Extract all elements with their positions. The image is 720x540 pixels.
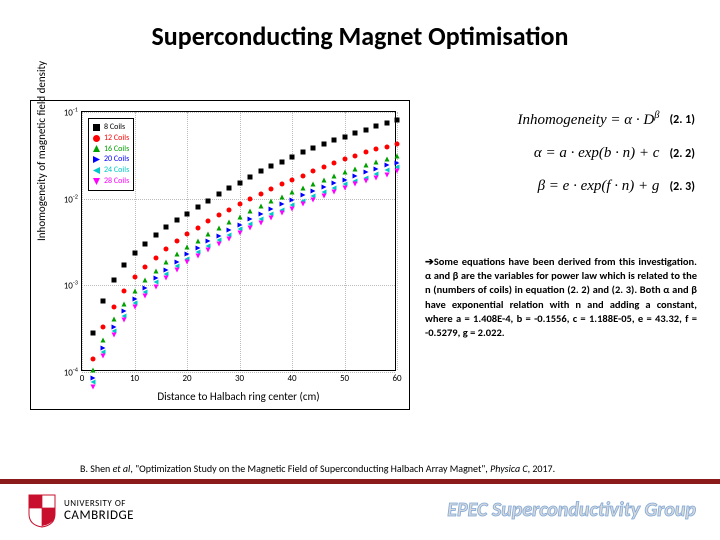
- data-point: [290, 197, 295, 216]
- data-point: [384, 112, 389, 131]
- data-point: [269, 155, 274, 174]
- data-point: [111, 324, 116, 343]
- data-point: [395, 159, 400, 178]
- data-point: [195, 244, 200, 263]
- data-point: [237, 171, 242, 190]
- data-point: [321, 185, 326, 204]
- data-point: [174, 208, 179, 227]
- data-point: [363, 169, 368, 188]
- data-point: [353, 122, 358, 141]
- university-name: UNIVERSITY OF CAMBRIDGE: [64, 499, 134, 522]
- data-point: [227, 177, 232, 196]
- y-tick: 10-4: [64, 366, 82, 379]
- eq3-number: (2. 3): [669, 180, 695, 194]
- data-point: [258, 212, 263, 231]
- data-point: [174, 258, 179, 277]
- explanation-text: ➔Some equations have been derived from t…: [425, 255, 697, 340]
- y-tick: 10-2: [64, 192, 82, 205]
- data-point: [132, 296, 137, 315]
- data-point: [132, 241, 137, 260]
- data-point: [248, 217, 253, 236]
- data-point: [290, 145, 295, 164]
- data-point: [363, 118, 368, 137]
- data-point: [311, 189, 316, 208]
- data-point: [185, 251, 190, 270]
- legend-item: 20 Coils: [93, 154, 129, 165]
- eq2-body: α = a · exp(b · n) + c: [534, 145, 660, 162]
- data-point: [374, 115, 379, 134]
- data-point: [237, 222, 242, 241]
- legend-item: 8 Coils: [93, 122, 129, 133]
- data-point: [153, 275, 158, 294]
- data-point: [216, 233, 221, 252]
- eq2-number: (2. 2): [669, 147, 695, 161]
- data-point: [332, 129, 337, 148]
- eq1-body: Inhomogeneity = α · Dβ: [517, 110, 659, 129]
- data-point: [227, 227, 232, 246]
- data-point: [90, 321, 95, 340]
- data-point: [395, 109, 400, 128]
- x-axis-label: Distance to Halbach ring center (cm): [81, 390, 396, 403]
- data-point: [153, 224, 158, 243]
- footer-bar: [0, 479, 720, 484]
- y-tick: 10-1: [64, 106, 82, 119]
- data-point: [101, 345, 106, 364]
- chart-legend: 8 Coils12 Coils16 Coils20 Coils24 Coils2…: [88, 118, 134, 191]
- data-point: [195, 195, 200, 214]
- equation-2-2: α = a · exp(b · n) + c (2. 2): [425, 145, 695, 162]
- data-point: [353, 173, 358, 192]
- data-point: [164, 266, 169, 285]
- data-point: [185, 203, 190, 222]
- eq3-body: β = e · exp(f · n) + g: [538, 178, 660, 195]
- data-point: [206, 238, 211, 257]
- y-axis-label: Inhomogeneity of magnetic field density: [35, 61, 48, 241]
- cambridge-shield-icon: [28, 494, 56, 528]
- data-point: [122, 254, 127, 273]
- data-point: [143, 285, 148, 304]
- data-point: [164, 215, 169, 234]
- university-logo: UNIVERSITY OF CAMBRIDGE: [28, 494, 134, 528]
- data-point: [111, 269, 116, 288]
- data-point: [269, 207, 274, 226]
- title-text: Superconducting Magnet Optimisation: [152, 20, 569, 52]
- arrow-icon: ➔: [425, 255, 434, 268]
- data-point: [374, 166, 379, 185]
- equation-2-3: β = e · exp(f · n) + g (2. 3): [425, 178, 695, 195]
- data-point: [279, 150, 284, 169]
- data-point: [248, 165, 253, 184]
- page-title: Superconducting Magnet Optimisation: [0, 20, 720, 52]
- data-point: [300, 141, 305, 160]
- data-point: [321, 133, 326, 152]
- equations-column: Inhomogeneity = α · Dβ (2. 1) α = a · ex…: [425, 110, 695, 211]
- data-point: [101, 289, 106, 308]
- data-point: [258, 159, 263, 178]
- data-point: [300, 193, 305, 212]
- data-point: [332, 180, 337, 199]
- legend-item: 28 Coils: [93, 176, 129, 187]
- group-label: EPEC Superconductivity Group: [447, 498, 696, 522]
- data-point: [342, 125, 347, 144]
- plot-area: 8 Coils12 Coils16 Coils20 Coils24 Coils2…: [81, 111, 396, 371]
- legend-item: 24 Coils: [93, 165, 129, 176]
- citation: B. Shen et al, "Optimization Study on th…: [80, 462, 555, 475]
- data-point: [279, 202, 284, 221]
- data-point: [122, 308, 127, 327]
- data-point: [384, 163, 389, 182]
- data-point: [206, 189, 211, 208]
- data-point: [342, 177, 347, 196]
- legend-item: 12 Coils: [93, 133, 129, 144]
- y-tick: 10-3: [64, 279, 82, 292]
- data-point: [311, 137, 316, 156]
- data-point: [143, 232, 148, 251]
- equation-2-1: Inhomogeneity = α · Dβ (2. 1): [425, 110, 695, 129]
- inhomogeneity-chart: 8 Coils12 Coils16 Coils20 Coils24 Coils2…: [30, 100, 410, 410]
- legend-item: 16 Coils: [93, 144, 129, 155]
- eq1-number: (2. 1): [669, 113, 695, 127]
- data-point: [216, 182, 221, 201]
